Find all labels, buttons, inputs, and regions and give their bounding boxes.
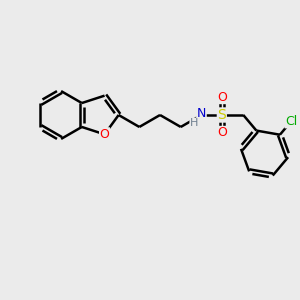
Text: O: O bbox=[217, 91, 227, 103]
Text: Cl: Cl bbox=[285, 115, 297, 128]
Text: N: N bbox=[197, 107, 206, 120]
Text: O: O bbox=[217, 126, 227, 140]
Text: O: O bbox=[100, 128, 110, 141]
Text: S: S bbox=[218, 108, 226, 122]
Text: H: H bbox=[190, 118, 198, 128]
